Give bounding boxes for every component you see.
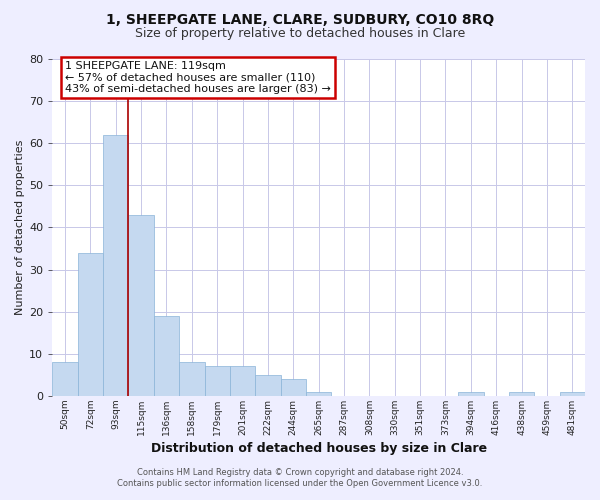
Bar — [509, 392, 534, 396]
Bar — [77, 252, 103, 396]
Text: 1, SHEEPGATE LANE, CLARE, SUDBURY, CO10 8RQ: 1, SHEEPGATE LANE, CLARE, SUDBURY, CO10 … — [106, 12, 494, 26]
Bar — [205, 366, 230, 396]
Bar — [179, 362, 205, 396]
Bar — [154, 316, 179, 396]
Bar — [306, 392, 331, 396]
Bar — [255, 375, 281, 396]
Bar — [103, 135, 128, 396]
X-axis label: Distribution of detached houses by size in Clare: Distribution of detached houses by size … — [151, 442, 487, 455]
Text: 1 SHEEPGATE LANE: 119sqm
← 57% of detached houses are smaller (110)
43% of semi-: 1 SHEEPGATE LANE: 119sqm ← 57% of detach… — [65, 61, 331, 94]
Bar — [128, 215, 154, 396]
Y-axis label: Number of detached properties: Number of detached properties — [15, 140, 25, 315]
Text: Contains HM Land Registry data © Crown copyright and database right 2024.
Contai: Contains HM Land Registry data © Crown c… — [118, 468, 482, 487]
Bar — [458, 392, 484, 396]
Bar — [560, 392, 585, 396]
Bar — [281, 379, 306, 396]
Text: Size of property relative to detached houses in Clare: Size of property relative to detached ho… — [135, 28, 465, 40]
Bar — [52, 362, 77, 396]
Bar — [230, 366, 255, 396]
